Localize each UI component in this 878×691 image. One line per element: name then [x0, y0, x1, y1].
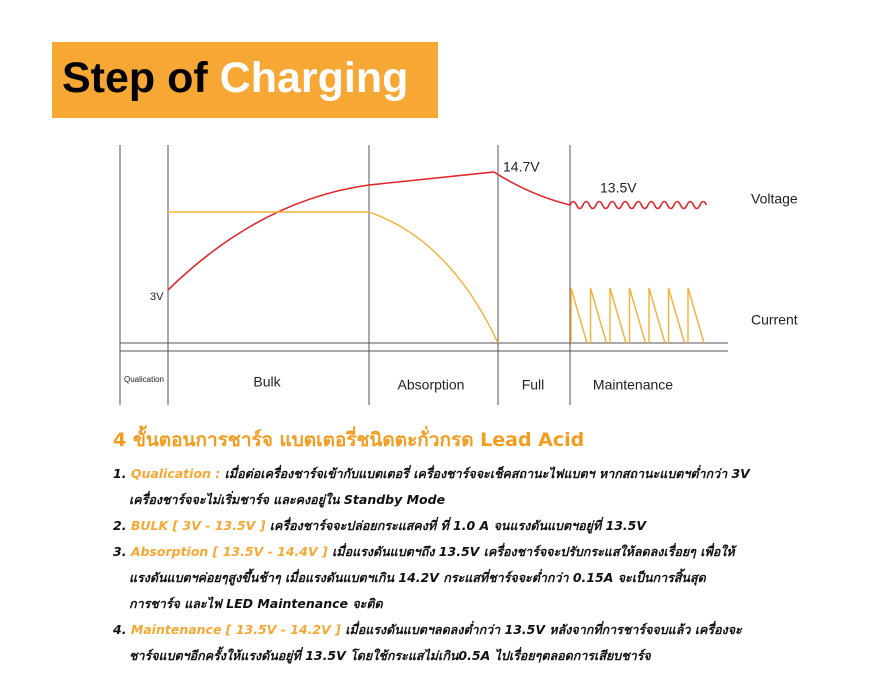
phase-label: Absorption	[398, 377, 465, 393]
voltage-label: Voltage	[751, 191, 798, 207]
step-number: 4.	[113, 622, 127, 637]
voltage-wave	[569, 200, 708, 210]
step-text: เมื่อแรงดันแบตฯลดลงต่ำกว่า 13.5V หลังจาก…	[345, 622, 742, 637]
step-line: 2. BULK [ 3V - 13.5V ] เครื่องชาร์จจะปล่…	[113, 513, 853, 539]
step: 4. Maintenance [ 13.5V - 14.2V ] เมื่อแร…	[113, 617, 853, 669]
step-label: Maintenance [ 13.5V - 14.2V ]	[130, 622, 341, 637]
step-text: การชาร์จ และไฟ LED Maintenance จะติด	[129, 596, 383, 611]
step-line: 3. Absorption [ 13.5V - 14.4V ] เมื่อแรง…	[113, 539, 853, 565]
step-number: 2.	[113, 518, 127, 533]
step-list: 1. Qualication : เมื่อต่อเครื่องชาร์จเข้…	[113, 461, 853, 669]
step-text: เมื่อต่อเครื่องชาร์จเข้ากับแบตเตอรี่ เคร…	[224, 466, 750, 481]
step: 3. Absorption [ 13.5V - 14.4V ] เมื่อแรง…	[113, 539, 853, 617]
step-label: Qualication :	[130, 466, 221, 481]
phase-label: Bulk	[253, 374, 281, 390]
step-number: 1.	[113, 466, 127, 481]
step-line: 1. Qualication : เมื่อต่อเครื่องชาร์จเข้…	[113, 461, 853, 487]
float-voltage: 13.5V	[600, 180, 637, 196]
start-voltage: 3V	[150, 291, 164, 303]
current-pulses	[570, 287, 705, 344]
step-text: เมื่อแรงดันแบตฯถึง 13.5V เครื่องชาร์จจะป…	[332, 544, 735, 559]
section-heading: 4 ขั้นตอนการชาร์จ แบตเตอรี่ชนิดตะกั่วกรด…	[113, 429, 585, 451]
title: Step of Charging	[62, 54, 408, 103]
step: 1. Qualication : เมื่อต่อเครื่องชาร์จเข้…	[113, 461, 853, 513]
step-line: เครื่องชาร์จจะไม่เริ่มชาร์จ และคงอยู่ใน …	[113, 487, 853, 513]
voltage-curve	[167, 171, 571, 291]
charging-diagram: 14.7V 13.5V 3V Voltage Current Qualicati…	[119, 145, 798, 405]
step-line: 4. Maintenance [ 13.5V - 14.2V ] เมื่อแร…	[113, 617, 853, 643]
step-label: BULK [ 3V - 13.5V ]	[130, 518, 266, 533]
phase-label: Full	[522, 377, 545, 393]
phase-label: Qualication	[124, 375, 164, 384]
step-label: Absorption [ 13.5V - 14.4V ]	[130, 544, 328, 559]
step-line: การชาร์จ และไฟ LED Maintenance จะติด	[113, 591, 853, 617]
title-part1: Step of	[62, 54, 208, 102]
step-text: เครื่องชาร์จจะปล่อยกระแสคงที่ ที่ 1.0 A …	[269, 518, 647, 533]
axes	[119, 145, 728, 405]
current-curve	[168, 211, 499, 344]
step-text: เครื่องชาร์จจะไม่เริ่มชาร์จ และคงอยู่ใน …	[129, 492, 446, 507]
title-part2: Charging	[219, 54, 409, 102]
title-box: Step of Charging	[52, 42, 438, 118]
current-label: Current	[751, 312, 798, 328]
step: 2. BULK [ 3V - 13.5V ] เครื่องชาร์จจะปล่…	[113, 513, 853, 539]
step-text: แรงดันแบตฯค่อยๆสูงขึ้นช้าๆ เมื่อแรงดันแบ…	[129, 570, 706, 585]
step-number: 3.	[113, 544, 127, 559]
step-line: แรงดันแบตฯค่อยๆสูงขึ้นช้าๆ เมื่อแรงดันแบ…	[113, 565, 853, 591]
phase-label: Maintenance	[593, 377, 673, 393]
description: 4 ขั้นตอนการชาร์จ แบตเตอรี่ชนิดตะกั่วกรด…	[113, 425, 853, 669]
peak-voltage: 14.7V	[503, 159, 540, 175]
step-text: ชาร์จแบตฯอีกครั้งให้แรงดันอยู่ที่ 13.5V …	[129, 648, 651, 663]
step-line: ชาร์จแบตฯอีกครั้งให้แรงดันอยู่ที่ 13.5V …	[113, 643, 853, 669]
